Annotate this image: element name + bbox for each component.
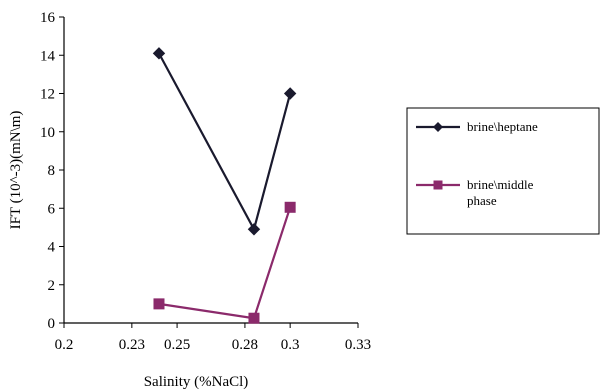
y-tick-label: 10 — [40, 125, 55, 141]
x-ticks: 0.2 0.23 0.25 0.28 0.3 0.33 — [55, 323, 371, 353]
axes — [63, 17, 358, 324]
y-tick-label: 2 — [48, 278, 56, 294]
x-tick-label: 0.25 — [164, 337, 190, 353]
y-tick-label: 16 — [40, 10, 56, 26]
y-tick-label: 8 — [48, 163, 56, 179]
data-point — [247, 223, 261, 236]
legend-marker — [433, 180, 443, 190]
x-tick-label: 0.2 — [55, 337, 74, 353]
series-group — [152, 47, 297, 324]
data-point — [283, 87, 297, 100]
y-tick-label: 4 — [48, 240, 56, 256]
x-tick-label: 0.33 — [345, 337, 371, 353]
x-axis-title: Salinity (%NaCl) — [144, 374, 249, 390]
legend-marker — [433, 122, 443, 132]
series-line — [158, 206, 292, 320]
data-point — [153, 298, 165, 310]
y-tick-label: 0 — [48, 316, 56, 332]
data-point — [152, 47, 166, 60]
legend-label: brine\heptane — [467, 119, 538, 134]
y-ticks: 0 2 4 6 8 10 12 14 16 — [40, 10, 64, 332]
x-tick-label: 0.28 — [232, 337, 258, 353]
legend-label: brine\middle phase — [467, 177, 534, 208]
data-point — [248, 312, 260, 324]
x-tick-label: 0.3 — [281, 337, 300, 353]
legend: brine\heptane brine\middle phase — [406, 107, 600, 235]
y-tick-label: 12 — [40, 87, 55, 103]
data-point — [284, 201, 296, 213]
y-tick-label: 6 — [48, 201, 56, 217]
y-axis-title: IFT (10^-3)(mN\m) — [8, 111, 24, 230]
series-line — [158, 52, 292, 233]
x-tick-label: 0.23 — [119, 337, 145, 353]
y-tick-label: 14 — [40, 48, 56, 64]
